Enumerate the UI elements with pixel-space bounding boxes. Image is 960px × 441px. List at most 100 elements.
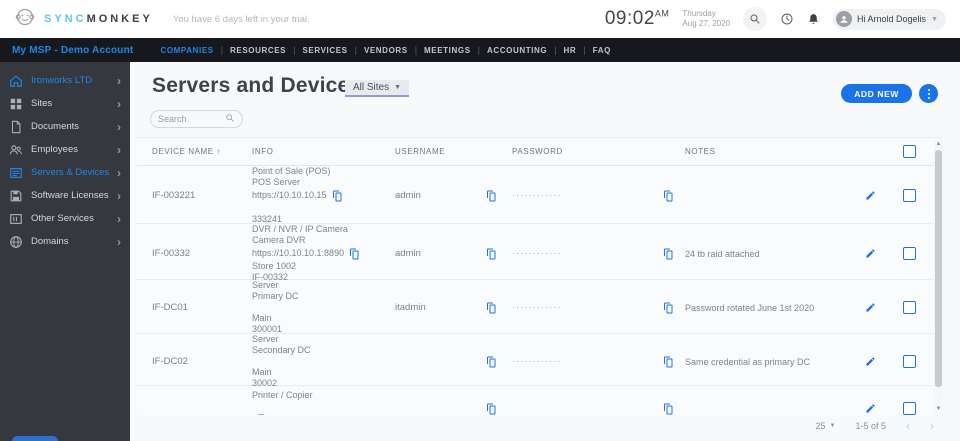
pagination: 25 ▼ 1-5 of 5 ‹ › (816, 419, 935, 433)
copy-icon[interactable] (662, 190, 674, 202)
employees-icon (9, 143, 23, 157)
sidebar-item-sites[interactable]: Sites › (0, 92, 130, 115)
sidebar-item-employees[interactable]: Employees › (0, 138, 130, 161)
info-line (252, 356, 395, 367)
username-copy-cell (485, 403, 512, 415)
copy-icon[interactable] (485, 403, 497, 415)
info-text: Server (252, 280, 279, 290)
copy-icon[interactable] (485, 302, 497, 314)
copy-icon[interactable] (485, 190, 497, 202)
next-page-button[interactable]: › (930, 419, 934, 433)
info-text: 333241 (252, 214, 283, 224)
notes-cell: Same credential as primary DC (685, 356, 811, 367)
page-title: Servers and Devices (152, 74, 362, 97)
sidebar-item-other-services[interactable]: Other Services › (0, 207, 130, 230)
nav-item-accounting[interactable]: ACCOUNTING (486, 45, 548, 55)
scrollbar-thumb[interactable] (935, 150, 942, 387)
nav-item-companies[interactable]: COMPANIES (160, 45, 214, 55)
password-copy-cell (662, 302, 685, 314)
scroll-up-icon[interactable]: ▲ (935, 141, 942, 147)
more-options-button[interactable] (919, 84, 938, 103)
info-cell: Point of Sale (POS) POS Server https://10.… (252, 166, 395, 225)
previous-page-button[interactable]: ‹ (906, 419, 910, 433)
copy-icon[interactable] (662, 248, 674, 260)
nav-item-hr[interactable]: HR (563, 45, 577, 55)
nav-item-meetings[interactable]: MEETINGS (424, 45, 471, 55)
chat-widget-button[interactable] (12, 436, 58, 441)
edit-cell (865, 248, 903, 259)
info-text: https://10.10.10.1:8890 (252, 248, 345, 258)
chevron-right-icon: › (117, 188, 121, 203)
notifications-bell-icon[interactable] (807, 12, 820, 26)
table-scrollbar[interactable]: ▲ ▼ (934, 139, 943, 415)
info-text: Server (252, 334, 279, 344)
copy-icon[interactable] (662, 302, 674, 314)
sidebar-item-documents[interactable]: Documents › (0, 115, 130, 138)
nav-separator: | (583, 45, 586, 55)
sidebar-item-software-licenses[interactable]: Software Licenses › (0, 184, 130, 207)
sidebar-item-ironworks-ltd[interactable]: Ironworks LTD › (0, 69, 130, 92)
checkbox-cell (903, 247, 943, 260)
info-line: POS Server (252, 177, 395, 188)
account-switcher[interactable]: My MSP - Demo Account (12, 44, 134, 56)
info-text: 300001 (252, 324, 283, 334)
username-copy-cell (485, 248, 512, 260)
edit-pencil-icon[interactable] (865, 403, 876, 414)
licenses-icon (9, 189, 23, 203)
table-row: IF-00332 DVR / NVR / IP Camera Camera DVR h… (137, 224, 943, 282)
rows-per-page-dropdown[interactable]: 25 ▼ (815, 421, 836, 431)
username-copy-cell (485, 356, 512, 368)
copy-icon[interactable] (485, 248, 497, 260)
column-info[interactable]: INFO (252, 147, 274, 156)
info-line: 30002 (252, 378, 395, 389)
edit-pencil-icon[interactable] (865, 302, 876, 313)
scroll-down-icon[interactable]: ▼ (935, 406, 942, 412)
sidebar-item-domains[interactable]: Domains › (0, 230, 130, 253)
copy-icon[interactable] (348, 248, 360, 260)
copy-icon[interactable] (331, 190, 343, 202)
row-checkbox[interactable] (903, 355, 916, 368)
row-checkbox[interactable] (903, 301, 916, 314)
nav-item-vendors[interactable]: VENDORS (363, 45, 408, 55)
edit-pencil-icon[interactable] (865, 356, 876, 367)
sidebar-item-servers-devices[interactable]: Servers & Devices › (0, 161, 130, 184)
nav-item-services[interactable]: SERVICES (302, 45, 348, 55)
info-line: Camera DVR (252, 235, 395, 246)
copy-icon[interactable] (485, 356, 497, 368)
clock-time: 09:02AM (604, 8, 670, 29)
copy-icon[interactable] (256, 414, 268, 415)
edit-pencil-icon[interactable] (865, 248, 876, 259)
row-checkbox[interactable] (903, 189, 916, 202)
info-line: Main (252, 313, 395, 324)
search-icon[interactable] (743, 7, 768, 31)
add-new-button[interactable]: ADD NEW (841, 84, 912, 103)
nav-item-faq[interactable]: FAQ (592, 45, 611, 55)
checkbox-cell (903, 355, 943, 368)
info-text: Camera DVR (252, 235, 306, 245)
device-name-cell: IF-DC02 (152, 356, 188, 367)
edit-cell (865, 356, 903, 367)
sidebar-item-label: Other Services (31, 213, 94, 224)
brand-logo[interactable]: SYNCMONKEY (14, 6, 153, 33)
info-text: Secondary DC (252, 345, 311, 355)
edit-pencil-icon[interactable] (865, 190, 876, 201)
password-copy-cell (662, 248, 685, 260)
column-username[interactable]: USERNAME (395, 147, 446, 156)
copy-icon[interactable] (662, 403, 674, 415)
column-device-name[interactable]: DEVICE NAME ↑ (152, 147, 222, 156)
column-password[interactable]: PASSWORD (512, 147, 563, 156)
nav-item-resources[interactable]: RESOURCES (230, 45, 287, 55)
copy-icon[interactable] (662, 356, 674, 368)
username-copy-cell (485, 190, 512, 202)
select-all-checkbox[interactable] (903, 145, 916, 158)
row-checkbox[interactable] (903, 402, 916, 415)
history-clock-icon[interactable] (780, 12, 794, 26)
column-notes[interactable]: NOTES (685, 147, 716, 156)
nav-separator: | (220, 45, 224, 55)
row-checkbox[interactable] (903, 247, 916, 260)
search-input[interactable] (158, 114, 225, 124)
site-filter-dropdown[interactable]: All Sites ▼ (345, 80, 410, 97)
checkbox-cell (903, 189, 943, 202)
nav-separator: | (293, 45, 296, 55)
user-menu[interactable]: Hi Arnold Dogelis ▼ (833, 8, 946, 30)
